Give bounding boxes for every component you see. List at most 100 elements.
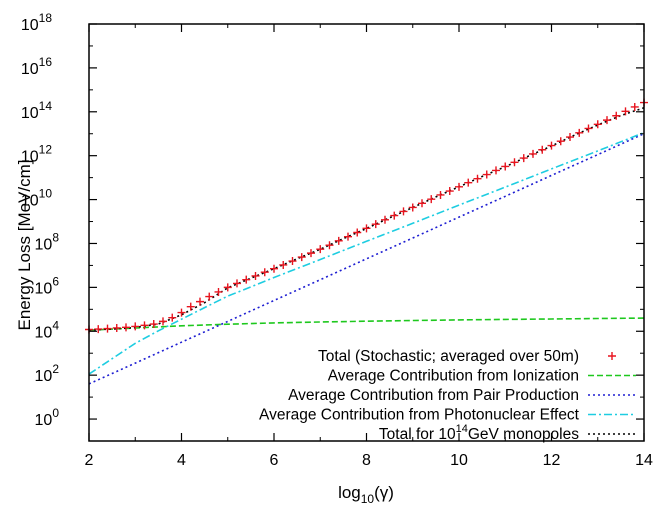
y-tick-exponent: 14 [39,99,53,113]
y-tick-base: 10 [35,412,53,429]
x-tick-label: 10 [450,452,468,469]
data-point [149,320,158,329]
data-point [140,321,149,330]
data-point [251,271,260,280]
y-tick-base: 10 [35,280,53,297]
legend-label: Average Contribution from Pair Productio… [288,387,579,404]
data-point [603,116,611,125]
y-axis-label: Energy Loss [MeV/cm] [15,159,34,330]
data-point [279,260,288,269]
x-tick-label: 8 [362,452,371,469]
data-point [122,323,130,332]
y-tick-exponent: 18 [39,11,53,25]
legend-label-pre: Total for 10 [379,426,456,443]
y-tick-base: 10 [21,105,39,122]
data-point [529,149,537,158]
data-point [94,325,103,334]
x-axis-label-main: log [338,483,361,502]
y-tick-label: 106 [35,274,60,297]
data-point [408,203,417,212]
legend-entry: Total (Stochastic; averaged over 50m) [318,348,616,365]
data-point [103,324,112,333]
series-line-3 [88,131,645,375]
data-point [593,120,602,129]
data-point [612,111,621,120]
data-point [270,264,278,273]
data-point [464,178,473,187]
series-markers-0 [85,98,648,334]
series-layer [85,98,648,385]
legend: Total (Stochastic; averaged over 50m) Ave… [259,348,636,443]
data-point [362,224,371,233]
data-point [566,133,574,142]
data-point [344,232,352,241]
data-point [168,313,177,322]
data-point [205,292,214,301]
data-point [519,154,528,163]
data-point [575,128,584,137]
y-tick-exponent: 0 [52,406,59,420]
y-tick-label: 1012 [21,143,52,166]
y-tick-base: 10 [21,17,39,34]
legend-entry: Average Contribution from Pair Productio… [288,387,636,404]
data-point [186,302,195,311]
series-line-2 [88,132,645,385]
data-point [436,190,445,199]
x-tick-label: 6 [270,452,279,469]
y-tick-label: 1014 [21,99,52,122]
data-point [260,268,269,277]
axis-layer: 2 4 6 8 10 12 14100102104106108101010121014101… [21,11,653,469]
x-tick-label: 12 [543,452,561,469]
data-point [556,137,565,146]
data-point [177,308,186,317]
data-point [371,220,380,229]
data-point [196,297,204,306]
data-point [233,279,241,288]
data-point [334,236,343,245]
legend-sample [608,352,616,360]
y-tick-base: 10 [21,193,39,210]
y-tick-base: 10 [35,368,53,385]
y-tick-exponent: 10 [39,187,53,201]
x-axis-label-subscript: 10 [361,492,375,506]
x-axis-label-tail: (γ) [374,483,394,502]
y-tick-exponent: 8 [52,230,59,244]
y-tick-label: 1010 [21,187,52,210]
data-point [621,107,630,116]
legend-label-sup: 14 [456,423,468,435]
data-point [399,207,408,216]
y-tick-base: 10 [21,61,39,78]
y-tick-label: 102 [35,362,60,385]
data-point [112,323,121,332]
data-point [501,162,510,171]
y-tick-base: 10 [35,236,53,253]
x-tick-label: 14 [635,452,653,469]
data-point [316,245,325,254]
data-point [547,141,556,150]
data-point [538,145,547,154]
y-tick-base: 10 [35,324,53,341]
data-point [353,228,362,237]
x-tick-label: 2 [85,452,94,469]
y-tick-label: 1018 [21,11,52,34]
data-point [418,199,426,208]
data-point [159,317,167,326]
data-point [223,283,232,292]
data-point [288,257,297,266]
data-point [390,211,399,220]
data-point [445,187,454,196]
legend-label-post: GeV monopoles [468,426,579,443]
y-tick-exponent: 16 [39,55,53,69]
y-tick-exponent: 6 [52,274,59,288]
y-tick-exponent: 4 [52,318,59,332]
data-point [630,102,639,111]
data-point [427,195,436,204]
y-tick-base: 10 [21,149,39,166]
y-tick-exponent: 2 [52,362,59,376]
plot-frame [88,23,645,442]
y-tick-label: 1016 [21,55,52,78]
legend-label: Average Contribution from Ionization [328,368,579,385]
data-point [242,275,251,284]
data-point [510,158,519,167]
